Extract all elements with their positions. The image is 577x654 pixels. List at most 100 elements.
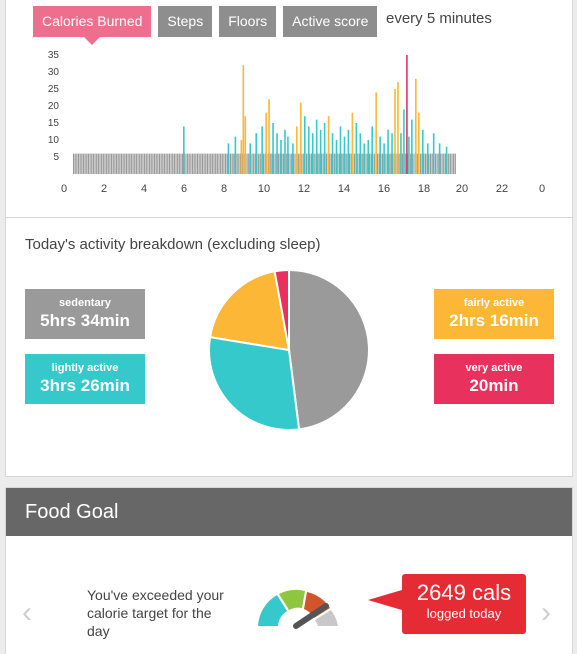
calories-logged-badge[interactable]: 2649 cals logged today — [368, 574, 526, 634]
chart-bar — [201, 153, 204, 174]
chart-bar — [379, 136, 381, 174]
metric-tabs: Calories Burned Steps Floors Active scor… — [33, 6, 378, 45]
chart-bar — [129, 153, 131, 174]
chart-bar — [79, 153, 81, 174]
chart-bar — [213, 153, 215, 174]
chart-bar — [211, 153, 213, 174]
chart-bar — [415, 78, 417, 174]
chart-bar — [227, 143, 230, 174]
tab-active-score[interactable]: Active score — [283, 6, 378, 37]
chart-bar — [242, 65, 245, 174]
prev-arrow-icon[interactable]: ‹ — [22, 596, 32, 629]
chart-bar — [315, 119, 318, 174]
chart-bar — [91, 153, 93, 174]
chart-bar — [158, 153, 161, 174]
stat-value: 3hrs 26min — [40, 376, 130, 395]
pie-slice-lightly — [208, 335, 301, 431]
calorie-message: You've exceeded your calorie target for … — [87, 587, 224, 639]
chart-bar — [102, 153, 104, 174]
chart-bar — [339, 153, 341, 174]
stat-lightly-active: lightly active 3hrs 26min — [25, 354, 145, 404]
chart-bar — [162, 153, 164, 174]
chart-bar — [265, 112, 267, 174]
activity-breakdown-card: Today's activity breakdown (excluding sl… — [5, 217, 573, 477]
chart-bar — [188, 153, 190, 174]
chart-bar — [353, 153, 356, 174]
x-tick: 0 — [538, 183, 546, 195]
chart-bar — [305, 153, 308, 174]
chart-bar — [449, 153, 451, 174]
chart-bar — [210, 153, 212, 174]
chart-bar — [325, 153, 327, 174]
tab-steps[interactable]: Steps — [158, 6, 213, 37]
calories-value: 2649 cals — [416, 580, 512, 605]
chart-bar — [394, 89, 396, 174]
stat-label: lightly active — [51, 362, 119, 374]
chart-bar — [261, 126, 263, 174]
chart-bar — [153, 153, 156, 174]
chart-bar — [294, 153, 296, 174]
chart-bar — [175, 153, 177, 174]
chart-bar — [284, 129, 286, 174]
chart-bar — [347, 129, 350, 174]
chart-bar — [297, 153, 299, 174]
chart-bar — [397, 82, 399, 174]
chart-bar — [337, 153, 339, 174]
chart-bar — [271, 153, 273, 174]
chart-bar — [122, 153, 124, 174]
chart-bar — [238, 153, 240, 174]
gauge-segment-3 — [304, 592, 330, 618]
chart-bar — [134, 153, 136, 174]
chart-bar — [259, 153, 261, 174]
chart-bar — [319, 129, 322, 174]
chart-bar — [287, 136, 289, 174]
chart-bar — [319, 153, 321, 174]
chart-bar — [307, 126, 310, 174]
x-tick: 4 — [140, 183, 148, 195]
chart-bar — [365, 153, 367, 174]
chart-bar — [239, 153, 242, 174]
chart-bar — [377, 153, 379, 174]
chart-bar — [186, 153, 189, 174]
chart-bar — [101, 153, 103, 174]
chart-bar — [342, 153, 344, 174]
chart-bar — [178, 153, 180, 174]
x-tick: 20 — [455, 183, 469, 195]
chart-bar — [160, 153, 162, 174]
stat-label: sedentary — [59, 297, 111, 309]
stat-very-active: very active 20min — [434, 354, 554, 404]
chart-bar — [398, 153, 400, 174]
chart-bar — [225, 153, 227, 174]
next-arrow-icon[interactable]: › — [541, 596, 551, 629]
chart-bar — [86, 153, 88, 174]
stat-value: 2hrs 16min — [449, 311, 539, 330]
chart-bar — [424, 153, 427, 174]
chart-bar — [147, 153, 149, 174]
chart-bar — [363, 143, 366, 174]
chart-bar — [120, 153, 123, 174]
chart-bar — [411, 119, 413, 174]
chart-bar — [216, 153, 218, 174]
tab-calories-burned[interactable]: Calories Burned — [33, 6, 152, 45]
y-tick: 10 — [47, 135, 59, 146]
chart-bar — [373, 153, 375, 174]
chart-bar — [190, 153, 192, 174]
chart-bar — [246, 153, 248, 174]
chart-bar — [152, 153, 154, 174]
chart-bar — [323, 123, 326, 174]
chart-bar — [289, 153, 291, 174]
chart-bar — [393, 153, 395, 174]
pie-slice-fairly — [208, 270, 291, 352]
chart-bar — [436, 153, 438, 174]
chart-bar — [314, 153, 316, 174]
tab-floors[interactable]: Floors — [219, 6, 277, 37]
chart-bar — [253, 153, 255, 174]
chart-bar — [388, 153, 390, 174]
chart-bar — [119, 153, 121, 174]
chart-bar — [303, 116, 306, 174]
chart-bar — [327, 116, 330, 174]
pie-slice-very — [273, 268, 290, 351]
chart-bar — [195, 153, 197, 174]
chart-bar — [180, 153, 182, 174]
chart-bar — [329, 153, 331, 174]
